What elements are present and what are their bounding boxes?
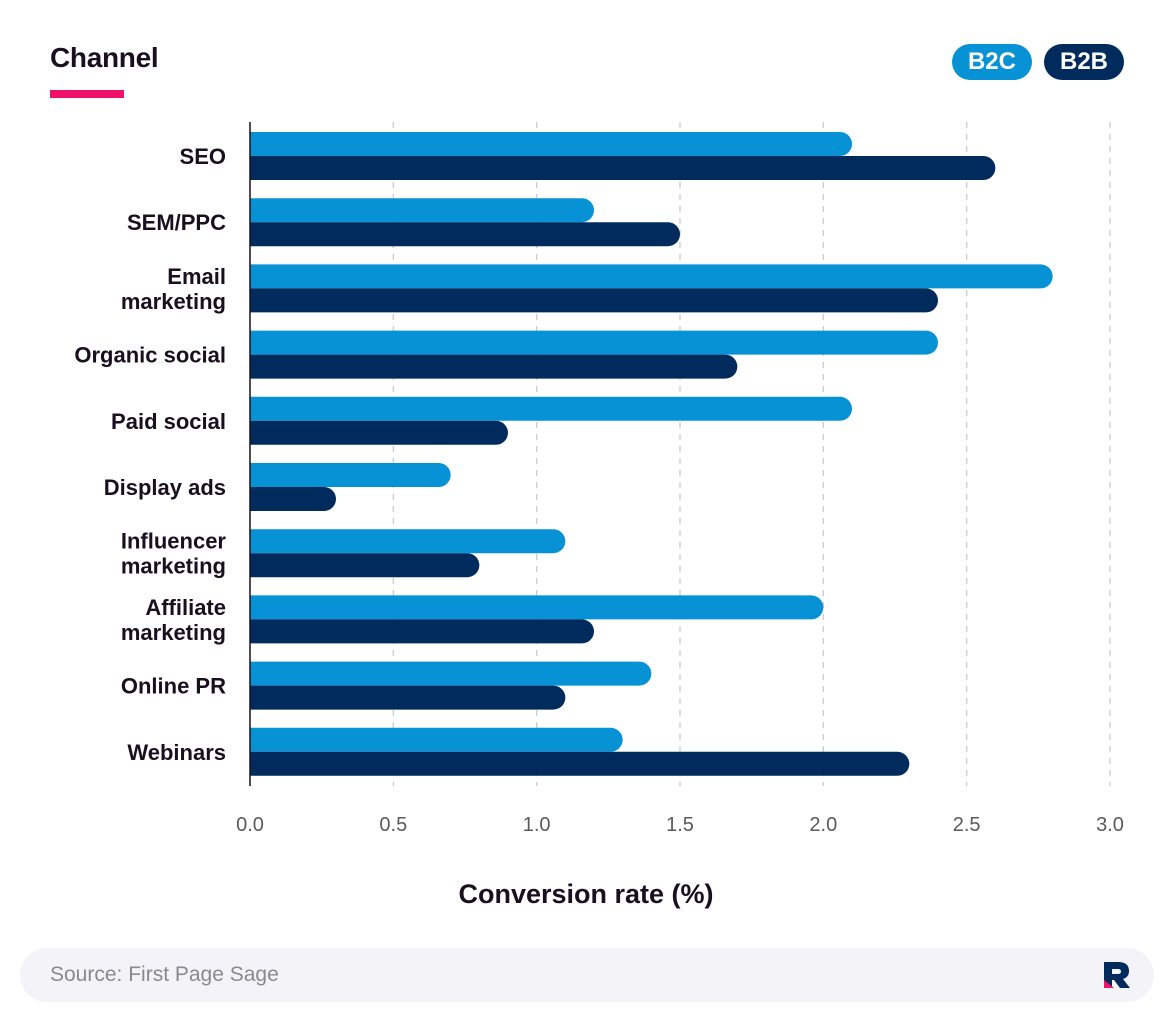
bar-b2b-9: [250, 751, 910, 776]
category-label: Online PR: [121, 674, 226, 699]
bar-b2b-8: [250, 685, 566, 710]
category-label: marketing: [121, 620, 226, 645]
category-label: SEM/PPC: [127, 210, 226, 235]
title-underline: [50, 90, 124, 98]
category-label: marketing: [121, 289, 226, 314]
legend-item-b2c: B2C: [951, 44, 1032, 80]
category-label: Display ads: [104, 475, 226, 500]
bar-b2c-2: [250, 264, 1053, 289]
bar-b2b-6: [250, 553, 480, 578]
legend-item-b2b: B2B: [1043, 44, 1124, 80]
legend: B2C B2B: [951, 44, 1124, 80]
bar-b2c-6: [250, 529, 566, 554]
x-tick-label: 2.5: [953, 814, 981, 836]
x-tick-label: 2.0: [809, 814, 837, 836]
x-tick-label: 1.5: [666, 814, 694, 836]
category-label: Webinars: [127, 740, 226, 765]
x-tick-label: 1.0: [523, 814, 551, 836]
x-axis-title: Conversion rate (%): [458, 879, 713, 909]
source-text: Source: First Page Sage: [50, 963, 279, 986]
bar-b2c-3: [250, 330, 939, 355]
category-label: SEO: [180, 144, 226, 169]
brand-logo-icon: [1104, 962, 1130, 988]
bar-b2c-1: [250, 198, 594, 223]
bar-b2b-1: [250, 222, 680, 247]
bar-b2c-0: [250, 132, 852, 156]
bar-b2b-7: [250, 619, 594, 644]
bar-b2c-9: [250, 727, 623, 752]
bar-b2b-4: [250, 420, 509, 445]
bar-b2b-5: [250, 487, 336, 511]
x-tick-label: 0.0: [236, 814, 264, 836]
x-tick-label: 3.0: [1096, 814, 1124, 836]
category-label: Influencer: [121, 529, 227, 554]
bar-b2b-2: [250, 288, 939, 313]
category-label: marketing: [121, 554, 226, 579]
category-label: Email: [167, 264, 226, 289]
bar-b2b-0: [250, 156, 996, 180]
chart-title: Channel: [50, 42, 159, 73]
category-label: Paid social: [111, 409, 226, 434]
category-label: Affiliate: [145, 595, 226, 620]
category-label: Organic social: [74, 343, 226, 368]
bar-b2c-4: [250, 396, 852, 421]
bar-b2c-7: [250, 595, 824, 620]
bar-b2b-3: [250, 354, 738, 379]
bar-b2c-5: [250, 463, 451, 487]
bar-b2c-8: [250, 661, 652, 686]
x-tick-label: 0.5: [379, 814, 407, 836]
source-bar: Source: First Page Sage: [20, 948, 1154, 1002]
